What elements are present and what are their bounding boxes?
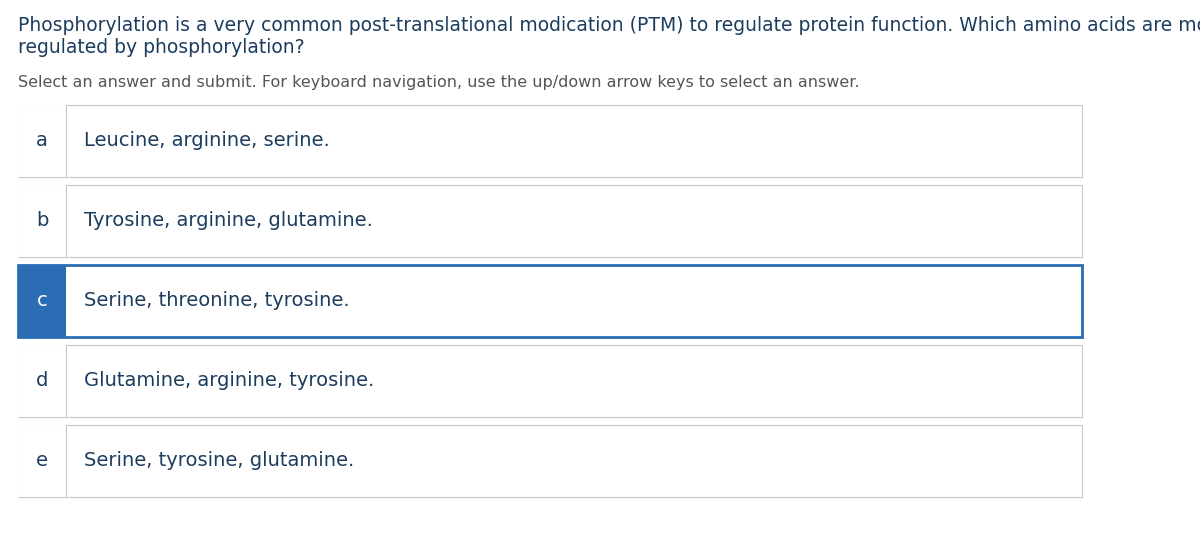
FancyBboxPatch shape <box>18 425 1082 497</box>
Text: Phosphorylation is a very common post-translational modication (PTM) to regulate: Phosphorylation is a very common post-tr… <box>18 16 1200 35</box>
FancyBboxPatch shape <box>18 105 1082 177</box>
Text: Tyrosine, arginine, glutamine.: Tyrosine, arginine, glutamine. <box>84 212 373 230</box>
Text: regulated by phosphorylation?: regulated by phosphorylation? <box>18 38 305 57</box>
FancyBboxPatch shape <box>18 345 1082 417</box>
Text: Glutamine, arginine, tyrosine.: Glutamine, arginine, tyrosine. <box>84 371 374 391</box>
FancyBboxPatch shape <box>18 345 66 417</box>
Text: c: c <box>37 292 47 311</box>
Text: b: b <box>36 212 48 230</box>
Text: Leucine, arginine, serine.: Leucine, arginine, serine. <box>84 131 330 150</box>
Text: e: e <box>36 451 48 470</box>
Text: Select an answer and submit. For keyboard navigation, use the up/down arrow keys: Select an answer and submit. For keyboar… <box>18 75 859 90</box>
FancyBboxPatch shape <box>18 185 66 257</box>
FancyBboxPatch shape <box>18 185 1082 257</box>
Text: d: d <box>36 371 48 391</box>
Text: Serine, tyrosine, glutamine.: Serine, tyrosine, glutamine. <box>84 451 354 470</box>
FancyBboxPatch shape <box>18 265 1082 337</box>
Text: a: a <box>36 131 48 150</box>
FancyBboxPatch shape <box>18 105 66 177</box>
FancyBboxPatch shape <box>18 425 66 497</box>
Text: Serine, threonine, tyrosine.: Serine, threonine, tyrosine. <box>84 292 349 311</box>
FancyBboxPatch shape <box>18 265 66 337</box>
